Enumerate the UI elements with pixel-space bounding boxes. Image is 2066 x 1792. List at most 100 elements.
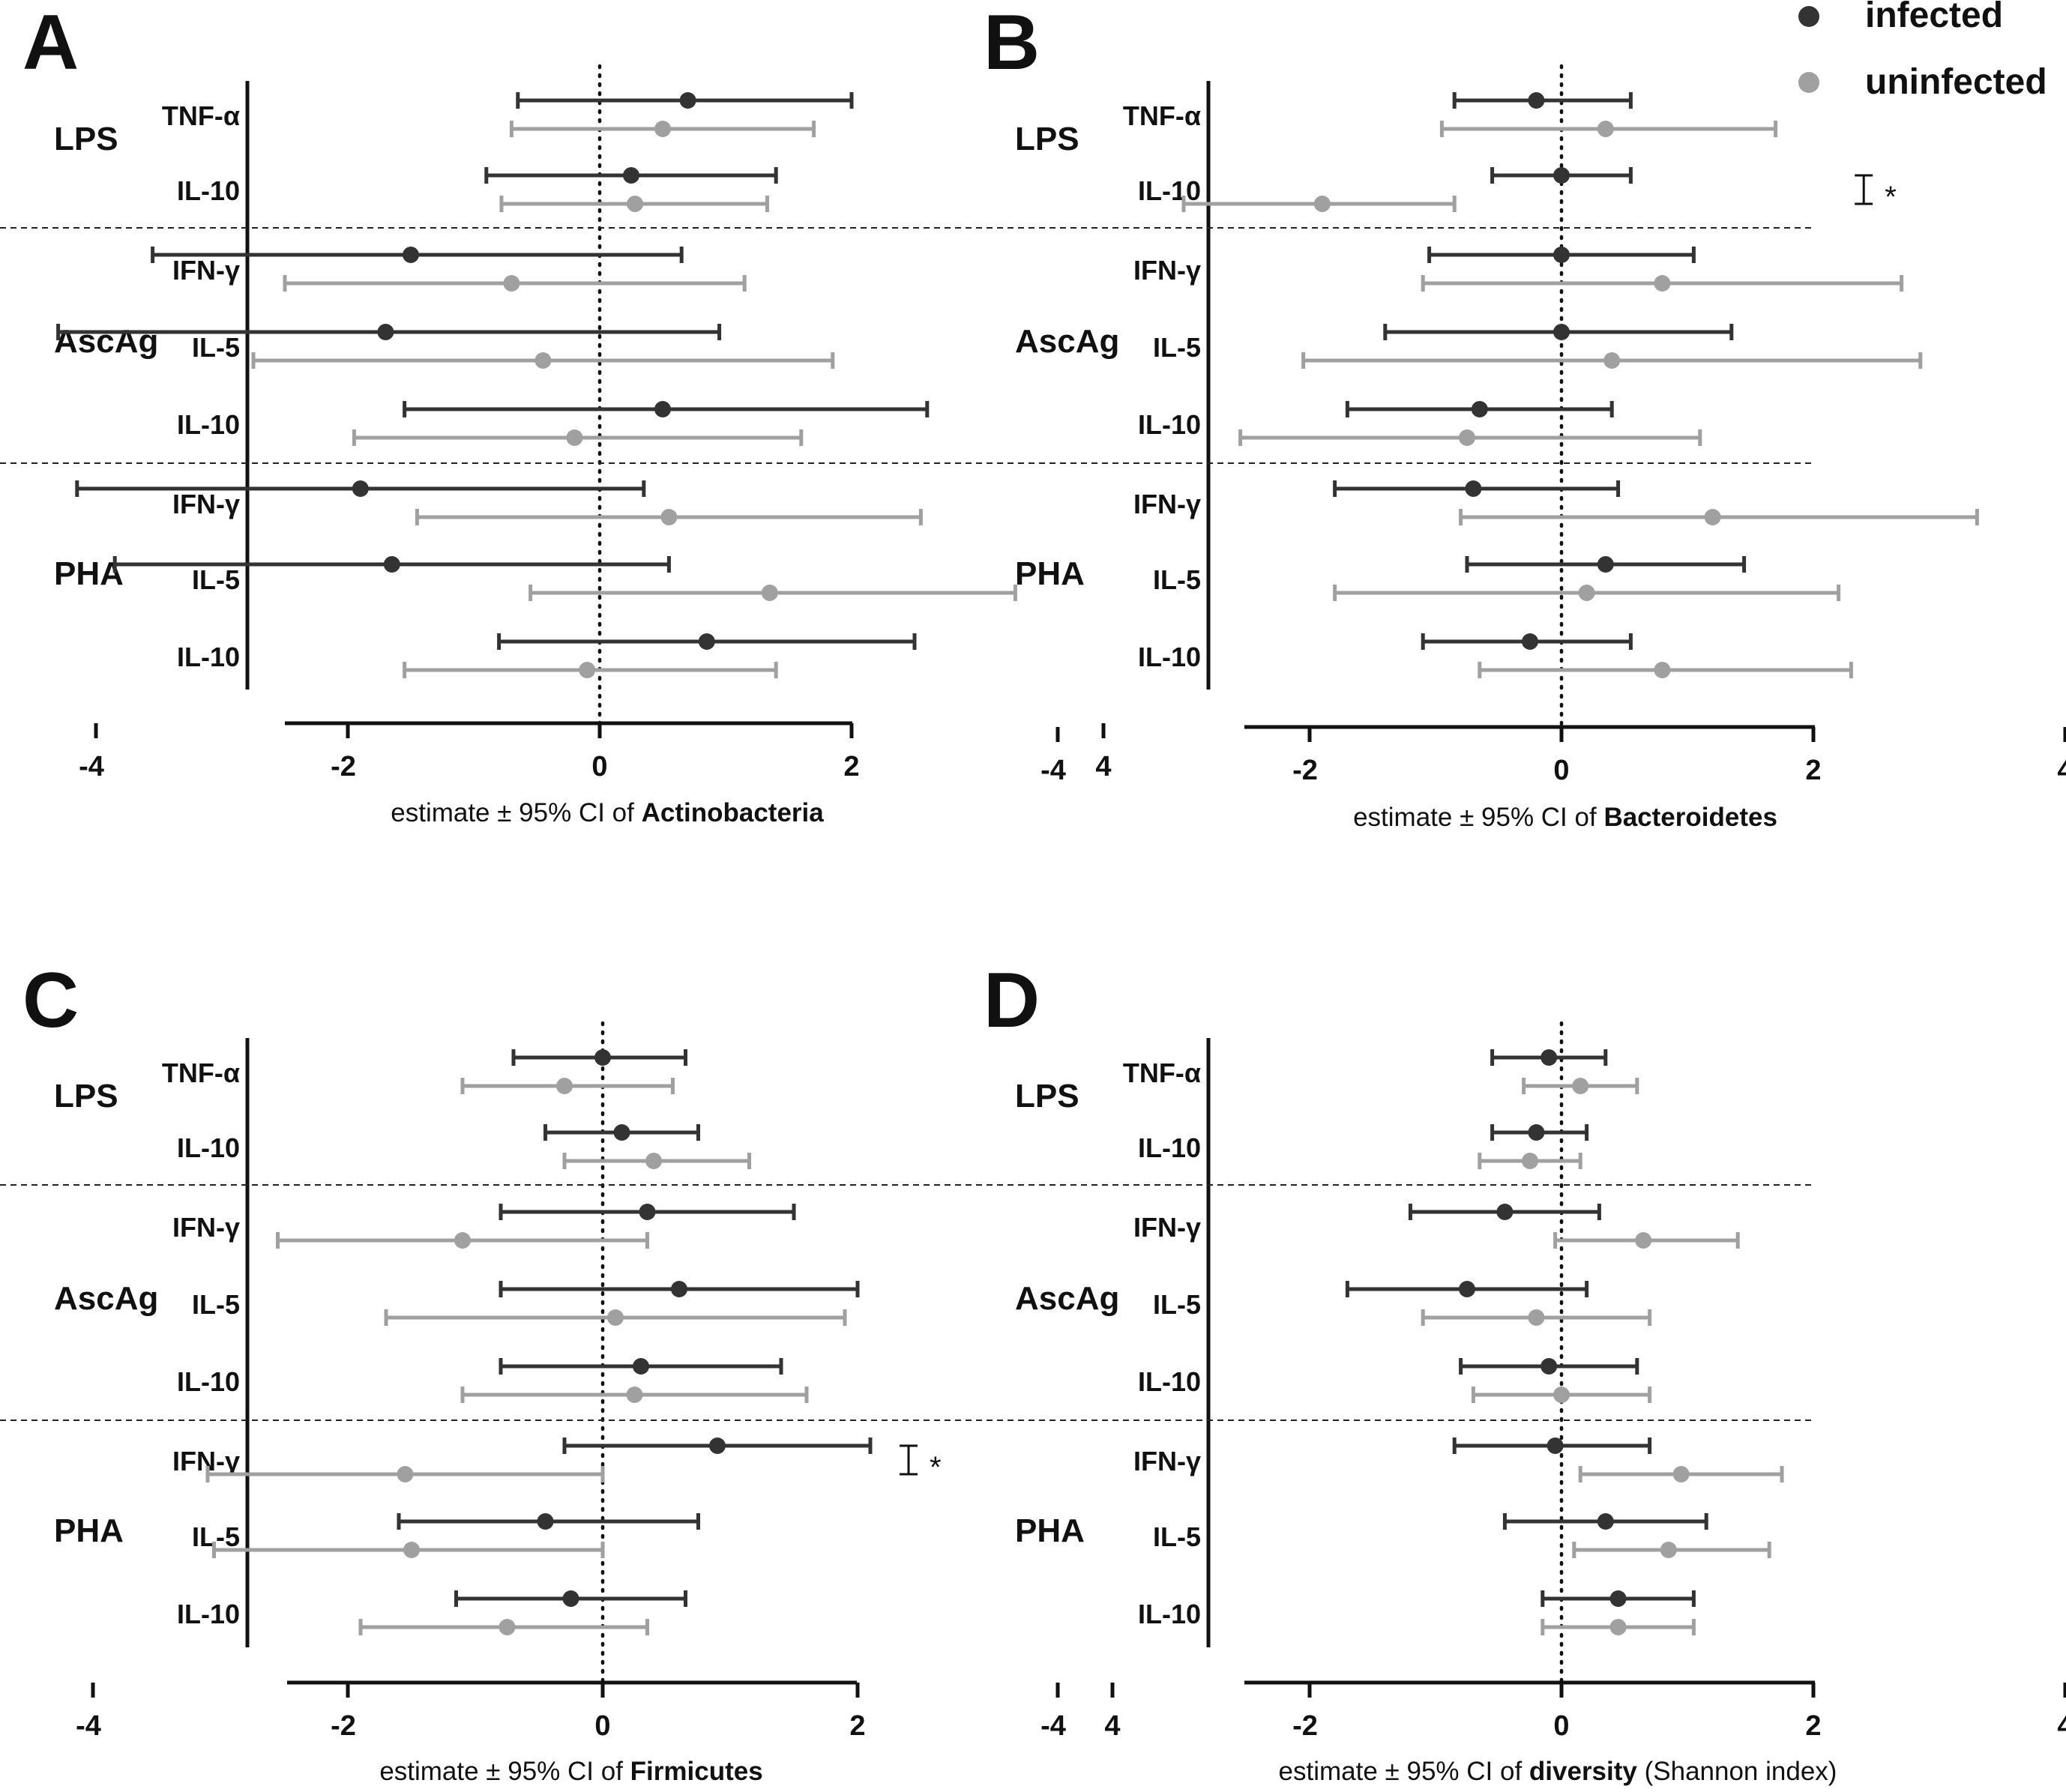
infected-point: [1597, 1513, 1614, 1530]
cytokine-label: TNF-α: [1123, 100, 1201, 131]
infected-estimate: [403, 401, 930, 417]
uninfected-point: [1522, 1153, 1538, 1169]
infected-point: [1541, 1358, 1558, 1375]
infected-point: [1547, 1437, 1564, 1454]
infected-estimate: [1459, 1358, 1639, 1375]
uninfected-estimate: [1578, 1466, 1784, 1482]
uninfected-point: [579, 662, 596, 678]
infected-estimate: [484, 167, 778, 184]
x-tick-label: -2: [331, 751, 356, 782]
infected-point: [1541, 1049, 1558, 1066]
uninfected-estimate: [528, 585, 1017, 601]
x-tick-label: 4: [1095, 751, 1111, 782]
x-tick-label: 2: [1805, 755, 1821, 786]
group-label-ascag: AscAg: [54, 323, 158, 360]
cytokine-label: IL-5: [1153, 1521, 1201, 1552]
uninfected-estimate: [205, 1466, 605, 1482]
x-tick-label: 2: [1805, 1710, 1821, 1742]
uninfected-point: [1572, 1078, 1589, 1094]
panel-c: C -4 -2 0 2 4 estimate ± 95% CI of Firmicutes L…: [0, 957, 1121, 1786]
x-axis-label: estimate ± 95% CI of diversity (Shannon …: [1279, 1757, 1837, 1786]
infected-estimate: [1490, 1049, 1608, 1066]
uninfected-estimate: [1333, 585, 1841, 601]
infected-point: [1496, 1204, 1514, 1220]
x-tick-label: -4: [1040, 1710, 1066, 1742]
x-axis-label: estimate ± 95% CI of Firmicutes: [379, 1757, 762, 1786]
panel-letter: D: [984, 957, 1040, 1044]
cytokine-label: IL-5: [1153, 332, 1201, 363]
cytokine-label: IL-10: [1138, 175, 1201, 206]
x-tick-label: 0: [1553, 1710, 1569, 1742]
uninfected-estimate: [1478, 1153, 1582, 1169]
uninfected-point: [1704, 509, 1721, 525]
uninfected-estimate: [1181, 196, 1457, 212]
x-tick-label: -2: [1292, 1710, 1318, 1742]
cytokine-label: IL-10: [177, 642, 240, 672]
panel-letter: A: [22, 0, 79, 86]
group-label-pha: PHA: [54, 1512, 124, 1549]
uninfected-point: [397, 1466, 414, 1482]
group-label-lps: LPS: [1015, 1078, 1079, 1114]
uninfected-estimate: [1421, 1309, 1652, 1326]
x-axis-label-suffix: (Shannon index): [1637, 1757, 1837, 1786]
uninfected-point: [1654, 662, 1671, 678]
infected-point: [1528, 92, 1545, 109]
cytokine-label: IFN-γ: [1133, 1212, 1201, 1243]
infected-point: [1609, 1590, 1627, 1607]
cytokine-label: IL-10: [1138, 409, 1201, 440]
uninfected-point: [1603, 352, 1621, 369]
infected-point: [562, 1590, 579, 1607]
infected-estimate: [1465, 556, 1747, 573]
x-tick-label: -2: [331, 1710, 356, 1742]
uninfected-estimate: [460, 1387, 809, 1403]
infected-estimate: [397, 1513, 700, 1530]
infected-estimate: [75, 480, 646, 497]
panel-letter: B: [984, 0, 1040, 86]
x-axis-label-taxon: Bacteroidetes: [1603, 803, 1777, 832]
uninfected-estimate: [358, 1619, 649, 1635]
cytokine-label: IL-10: [1138, 1366, 1201, 1397]
infected-estimate: [1333, 480, 1621, 497]
uninfected-estimate: [1541, 1619, 1696, 1635]
x-axis-label: estimate ± 95% CI of Bacteroidetes: [1353, 803, 1777, 832]
uninfected-point: [1654, 275, 1671, 292]
panel-a: A -4 -2 0 2 4 estimate ± 95% CI of Actinobacte…: [0, 0, 1112, 827]
uninfected-point: [1553, 1387, 1570, 1403]
cytokine-label: IFN-γ: [172, 1212, 240, 1243]
infected-point: [698, 633, 715, 650]
infected-estimate: [56, 324, 722, 340]
group-label-lps: LPS: [54, 121, 118, 157]
infected-point: [1597, 556, 1614, 573]
uninfected-estimate: [1471, 1387, 1652, 1403]
uninfected-estimate: [276, 1232, 649, 1249]
cytokine-label: IFN-γ: [172, 489, 240, 519]
x-axis-label-prefix: estimate ± 95% CI of: [379, 1757, 630, 1786]
infected-estimate: [497, 633, 917, 650]
infected-estimate: [1490, 167, 1633, 184]
cytokine-label: IL-10: [1138, 1132, 1201, 1163]
x-tick-label: -4: [76, 1710, 101, 1742]
uninfected-point: [566, 429, 583, 446]
uninfected-estimate: [283, 275, 747, 292]
uninfected-estimate: [499, 196, 769, 212]
x-tick-label: -2: [1292, 755, 1318, 786]
infected-estimate: [1490, 1124, 1589, 1141]
group-label-pha: PHA: [54, 555, 124, 592]
infected-point: [1459, 1281, 1475, 1297]
significance-marker: *: [1855, 174, 1897, 214]
uninfected-estimate: [1301, 352, 1923, 369]
uninfected-point: [1459, 429, 1475, 446]
infected-estimate: [1452, 92, 1633, 109]
infected-point: [639, 1204, 656, 1220]
x-axis-label: estimate ± 95% CI of Actinobacteria: [391, 798, 824, 827]
infected-point: [679, 92, 696, 109]
x-tick-label: -4: [1040, 755, 1066, 786]
x-tick-label: 4: [2057, 1710, 2066, 1742]
infected-estimate: [511, 1049, 687, 1066]
cytokine-label: IL-5: [1153, 1289, 1201, 1320]
significance-star: *: [930, 1451, 942, 1484]
infected-point: [654, 401, 671, 417]
group-label-ascag: AscAg: [1015, 323, 1119, 360]
infected-point: [1471, 401, 1488, 417]
